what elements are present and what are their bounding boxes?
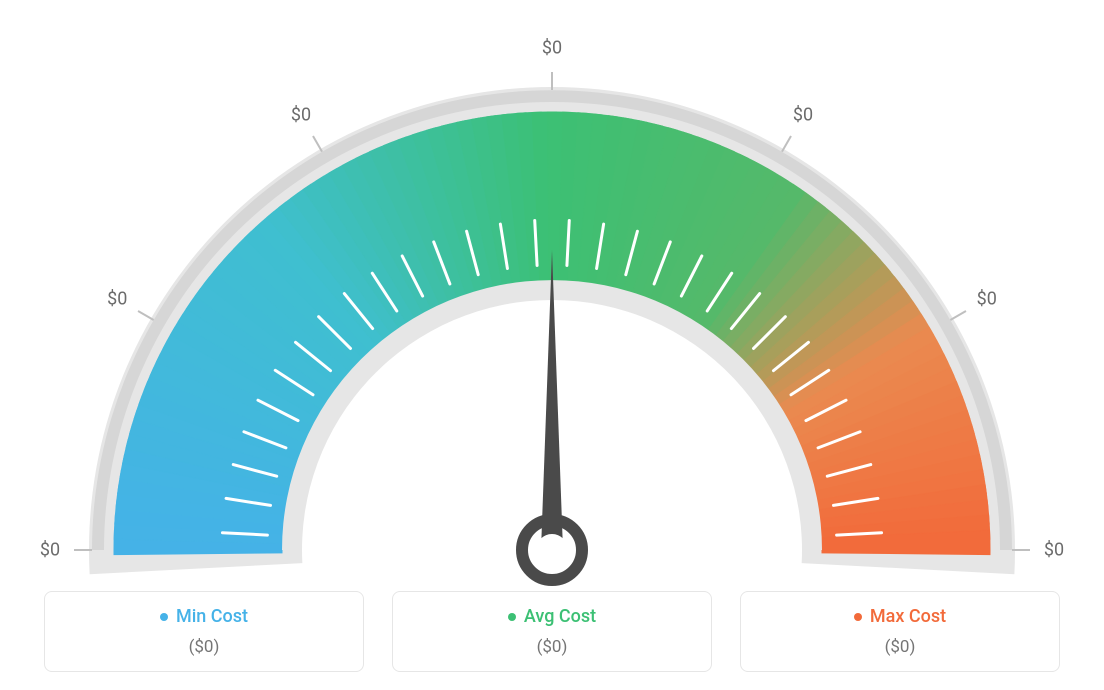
legend-avg-card: Avg Cost ($0) [392,591,712,673]
gauge-tick-label: $0 [107,289,127,310]
legend-max-dot [854,613,862,621]
legend-min-card: Min Cost ($0) [44,591,364,673]
legend-max-card: Max Cost ($0) [740,591,1060,673]
legend-min-value: ($0) [55,637,353,657]
legend-min-dot [160,613,168,621]
legend-max-title: Max Cost [854,606,946,627]
legend-min-label: Min Cost [176,606,248,627]
legend-max-value: ($0) [751,637,1049,657]
legend-min-title: Min Cost [160,606,248,627]
gauge-svg [0,10,1104,600]
gauge-tick-label: $0 [291,105,311,126]
legend-avg-label: Avg Cost [524,606,596,627]
gauge-area: $0 $0 $0 $0 $0 $0 $0 [0,0,1104,570]
gauge-tick-label: $0 [40,540,60,561]
legend-row: Min Cost ($0) Avg Cost ($0) Max Cost ($0… [0,591,1104,690]
gauge-tick-label: $0 [1044,540,1064,561]
gauge-tick-label: $0 [542,38,562,59]
cost-gauge-chart: $0 $0 $0 $0 $0 $0 $0 Min Cost ($0) Avg Cost ($… [0,0,1104,690]
legend-avg-value: ($0) [403,637,701,657]
legend-max-label: Max Cost [870,606,946,627]
legend-avg-title: Avg Cost [508,606,596,627]
gauge-tick-label: $0 [977,289,997,310]
legend-avg-dot [508,613,516,621]
gauge-tick-label: $0 [793,105,813,126]
